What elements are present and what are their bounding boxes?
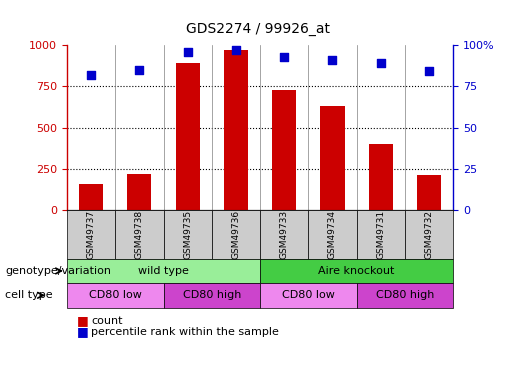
Bar	[417, 174, 441, 210]
Bar	[272, 90, 296, 210]
Bar	[320, 106, 345, 210]
Text: GSM49732: GSM49732	[424, 210, 434, 259]
Text: CD80 high: CD80 high	[183, 290, 241, 300]
Point	[183, 49, 192, 55]
Text: Aire knockout: Aire knockout	[318, 266, 395, 276]
Text: GSM49735: GSM49735	[183, 210, 192, 259]
Text: GSM49736: GSM49736	[231, 210, 241, 259]
Text: cell type: cell type	[5, 290, 53, 300]
Text: wild type: wild type	[138, 266, 189, 276]
Point	[376, 60, 385, 66]
Text: CD80 high: CD80 high	[376, 290, 434, 300]
Text: GSM49731: GSM49731	[376, 210, 385, 259]
Text: percentile rank within the sample: percentile rank within the sample	[91, 327, 279, 337]
Bar	[369, 144, 393, 210]
Bar	[224, 50, 248, 210]
Point	[135, 67, 144, 73]
Bar	[176, 63, 200, 210]
Point	[280, 54, 288, 60]
Text: ■: ■	[77, 314, 89, 327]
Text: CD80 low: CD80 low	[89, 290, 142, 300]
Bar	[127, 174, 151, 210]
Text: GSM49734: GSM49734	[328, 210, 337, 259]
Point	[425, 68, 433, 74]
Text: ■: ■	[77, 326, 89, 338]
Text: genotype/variation: genotype/variation	[5, 266, 111, 276]
Text: GSM49737: GSM49737	[87, 210, 96, 259]
Text: GSM49733: GSM49733	[280, 210, 289, 259]
Point	[232, 47, 240, 53]
Text: GDS2274 / 99926_at: GDS2274 / 99926_at	[185, 22, 330, 36]
Text: CD80 low: CD80 low	[282, 290, 335, 300]
Bar	[79, 184, 103, 210]
Text: GSM49738: GSM49738	[135, 210, 144, 259]
Text: count: count	[91, 316, 123, 326]
Point	[329, 57, 337, 63]
Point	[87, 72, 95, 78]
